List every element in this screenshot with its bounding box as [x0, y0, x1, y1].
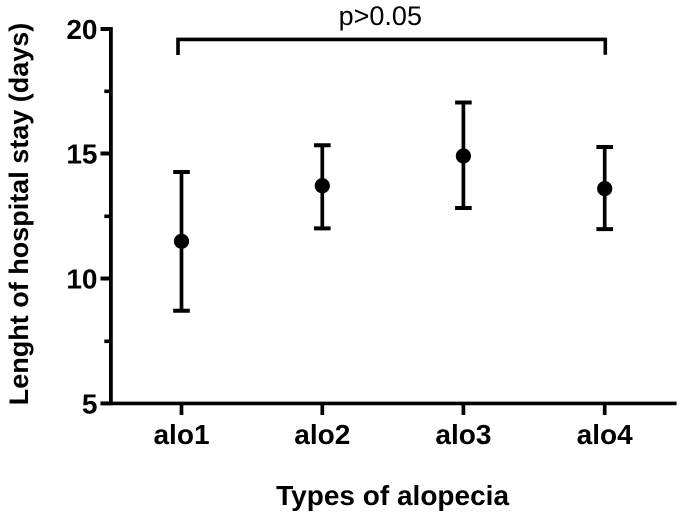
svg-text:Types of alopecia: Types of alopecia: [276, 480, 509, 511]
svg-text:p>0.05: p>0.05: [339, 1, 422, 31]
svg-text:20: 20: [66, 14, 97, 45]
svg-text:alo1: alo1: [153, 419, 209, 450]
svg-text:Lenght of hospital stay (days): Lenght of hospital stay (days): [4, 23, 34, 406]
svg-text:10: 10: [66, 264, 97, 295]
svg-text:alo3: alo3: [435, 419, 491, 450]
svg-text:5: 5: [82, 389, 98, 420]
svg-text:15: 15: [66, 139, 97, 170]
svg-text:alo4: alo4: [577, 419, 633, 450]
svg-text:alo2: alo2: [294, 419, 350, 450]
